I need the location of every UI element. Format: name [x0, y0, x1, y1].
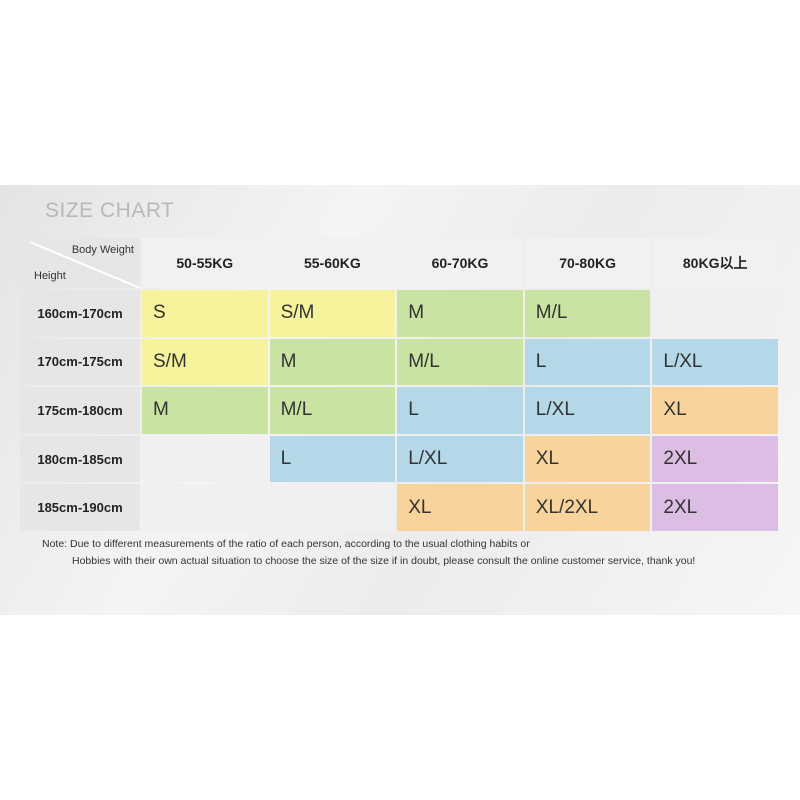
size-cell: S	[142, 290, 268, 337]
height-label: Height	[34, 270, 66, 282]
size-cell: 2XL	[652, 435, 778, 483]
size-cell: XL	[397, 484, 523, 531]
size-cell: 2XL	[652, 484, 778, 531]
height-header: 170cm-175cm	[20, 338, 140, 386]
height-header: 175cm-180cm	[20, 387, 140, 434]
weight-header: 60-70KG	[397, 238, 523, 288]
size-cell: S/M	[269, 290, 396, 337]
size-cell: M/L	[524, 290, 651, 337]
height-header: 180cm-185cm	[20, 435, 140, 483]
size-cell: XL	[524, 435, 651, 483]
note: Note: Due to different measurements of t…	[20, 524, 778, 574]
weight-header: 50-55KG	[142, 238, 268, 288]
size-cell	[142, 484, 268, 531]
diagonal-divider	[29, 241, 140, 288]
height-header: 185cm-190cm	[20, 484, 140, 531]
size-cell: M	[269, 338, 396, 386]
size-cell: M	[142, 387, 268, 434]
weight-header: 55-60KG	[269, 238, 396, 288]
note-line-1: Note: Due to different measurements of t…	[42, 538, 530, 550]
chart-title: SIZE CHART	[45, 199, 175, 222]
size-cell: L/XL	[524, 387, 651, 434]
size-cell: XL	[652, 387, 778, 434]
size-cell: L	[269, 435, 396, 483]
size-cell: M	[397, 290, 523, 337]
size-cell: L/XL	[652, 338, 778, 386]
height-header: 160cm-170cm	[20, 290, 140, 337]
body-weight-label: Body Weight	[71, 244, 134, 256]
size-cell: XL/2XL	[524, 484, 651, 531]
corner-header: Body Weight Height	[20, 238, 140, 288]
size-cell: S/M	[142, 338, 268, 386]
size-cell	[269, 484, 396, 531]
size-cell: L	[397, 387, 523, 434]
note-line-2: Hobbies with their own actual situation …	[72, 555, 696, 567]
size-cell	[652, 290, 778, 337]
size-cell: M/L	[269, 387, 396, 434]
size-cell: L/XL	[397, 435, 523, 483]
weight-header: 80KG以上	[652, 238, 778, 288]
weight-header: 70-80KG	[524, 238, 651, 288]
size-cell: M/L	[397, 338, 523, 386]
size-cell	[142, 435, 268, 483]
size-table: Body Weight Height 50-55KG 55-60KG 60-70KG…	[20, 238, 778, 531]
size-cell: L	[524, 338, 651, 386]
